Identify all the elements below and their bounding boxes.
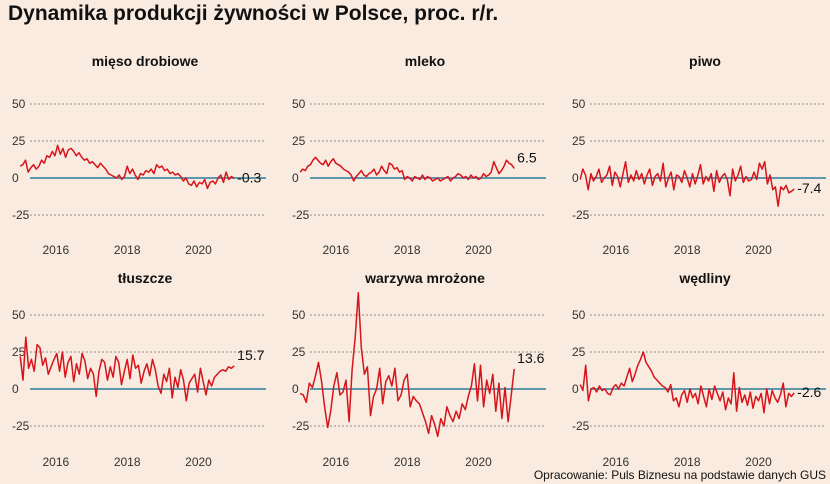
last-value-label: -0.3 [237,169,261,185]
y-tick-label: 50 [572,308,586,322]
source-note: Opracowanie: Puls Biznesu na podstawie d… [533,468,826,482]
y-tick-label: 0 [292,382,299,396]
y-tick-label: 25 [292,345,306,359]
series-line [299,292,515,438]
y-tick-label: 50 [12,97,26,111]
x-tick-label: 2018 [114,455,141,469]
y-tick-label: 50 [292,308,306,322]
chart-panel-5: warzywa mrożone 50 25 0 -25 2016 2018 2020 13.6 [292,270,546,469]
x-tick-label: 2016 [602,243,629,257]
y-tick-label: 25 [292,134,306,148]
x-tick-label: 2016 [602,455,629,469]
series-line [579,351,795,414]
page-title: Dynamika produkcji żywności w Polsce, pr… [8,2,499,25]
chart-panel-3: piwo 50 25 0 -25 2016 2018 2020 -7.4 [572,53,826,257]
x-tick-label: 2016 [322,243,349,257]
y-tick-label: 0 [572,171,579,185]
panel-title: warzywa mrożone [364,270,485,286]
last-value-label: 13.6 [517,350,544,366]
panel-title: mleko [405,53,445,69]
x-tick-label: 2016 [42,455,69,469]
y-tick-label: 50 [12,308,26,322]
x-tick-label: 2018 [674,455,701,469]
y-tick-label: 50 [292,97,306,111]
x-tick-label: 2020 [185,455,212,469]
chart-panel-4: tłuszcze 50 25 0 -25 2016 2018 2020 15.7 [12,270,266,469]
y-tick-label: -25 [572,208,590,222]
last-value-label: -7.4 [797,180,821,196]
y-tick-label: 25 [572,134,586,148]
x-tick-label: 2018 [394,243,421,257]
x-tick-label: 2016 [322,455,349,469]
panel-title: tłuszcze [118,270,173,286]
y-tick-label: 25 [572,345,586,359]
x-tick-label: 2020 [745,455,772,469]
series-line [19,144,235,190]
x-tick-label: 2020 [465,243,492,257]
y-tick-label: -25 [292,419,310,433]
y-tick-label: 25 [12,345,26,359]
series-line [19,336,235,402]
y-tick-label: 25 [12,134,26,148]
y-tick-label: 0 [572,382,579,396]
x-tick-label: 2018 [114,243,141,257]
chart-panel-1: mięso drobiowe 50 25 0 -25 2016 2018 2020 -0.3 [12,53,266,257]
series-line [299,156,515,182]
panel-title: mięso drobiowe [92,53,199,69]
last-value-label: 15.7 [237,347,264,363]
y-tick-label: 0 [12,171,19,185]
series-line [579,160,795,207]
x-tick-label: 2020 [185,243,212,257]
y-tick-label: 50 [572,97,586,111]
last-value-label: 6.5 [517,149,537,165]
y-tick-label: 0 [12,382,19,396]
y-tick-label: 0 [292,171,299,185]
x-tick-label: 2020 [465,455,492,469]
y-tick-label: -25 [12,208,30,222]
y-tick-label: -25 [572,419,590,433]
panel-title: wędliny [678,270,731,286]
x-tick-label: 2020 [745,243,772,257]
x-tick-label: 2018 [394,455,421,469]
x-tick-label: 2016 [42,243,69,257]
chart-panel-6: wędliny 50 25 0 -25 2016 2018 2020 -2.6 [572,270,826,469]
chart-panel-2: mleko 50 25 0 -25 2016 2018 2020 6.5 [292,53,546,257]
y-tick-label: -25 [292,208,310,222]
panel-title: piwo [689,53,721,69]
x-tick-label: 2018 [674,243,701,257]
last-value-label: -2.6 [797,384,821,400]
y-tick-label: -25 [12,419,30,433]
